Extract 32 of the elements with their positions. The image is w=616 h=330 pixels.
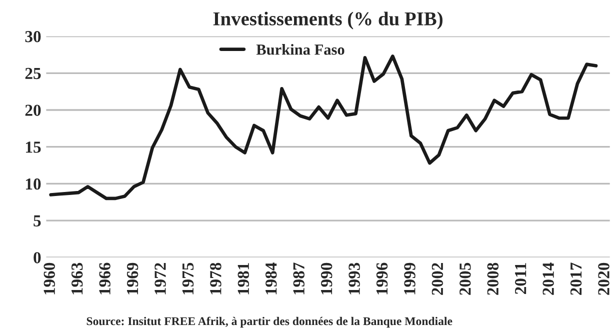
- x-tick-label: 1993: [348, 262, 360, 294]
- x-tick-label: 1984: [266, 262, 277, 294]
- y-tick-label: 5: [34, 215, 41, 226]
- legend-label: Burkina Faso: [256, 44, 344, 55]
- x-tick-label: 2008: [487, 262, 499, 295]
- x-tick-label: 2011: [514, 263, 526, 294]
- chart-title: Investissements (% du PIB): [213, 12, 442, 30]
- x-tick-label: 1978: [210, 262, 222, 294]
- y-tick-label: 15: [26, 142, 41, 153]
- x-tick-label: 2017: [570, 262, 582, 295]
- x-tick-label: 1981: [238, 263, 250, 294]
- x-tick-label: 1960: [44, 262, 55, 294]
- y-tick-label: 25: [25, 68, 41, 80]
- x-tick-label: 1975: [182, 262, 194, 294]
- line-series: [49, 54, 598, 200]
- y-tick-label: 20: [25, 104, 41, 116]
- x-tick-label: 1963: [72, 262, 83, 294]
- x-tick-label: 2005: [460, 262, 471, 295]
- source-note: Source: Insitut FREE Afrik, à partir des données de la Banque Mondiale: [86, 316, 452, 328]
- x-tick-label: 2014: [542, 262, 554, 295]
- y-tick-label: 10: [26, 178, 41, 190]
- x-tick-label: 1972: [154, 262, 166, 294]
- x-tick-label: 1966: [99, 262, 110, 294]
- x-tick-label: 1969: [126, 262, 138, 294]
- y-tick-label: 30: [25, 31, 41, 42]
- x-tick-label: 1987: [293, 262, 304, 294]
- x-tick-label: 1999: [404, 262, 416, 294]
- x-tick-label: 1996: [376, 262, 388, 294]
- y-tick-label: 0: [34, 252, 41, 264]
- x-tick-label: 1990: [320, 262, 332, 294]
- x-tick-label: 2020: [598, 262, 610, 295]
- x-tick-label: 2002: [432, 262, 444, 295]
